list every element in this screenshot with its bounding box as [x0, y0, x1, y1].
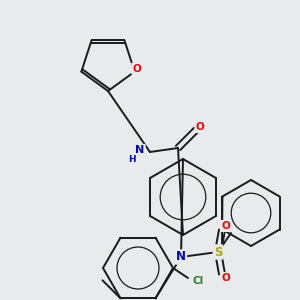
Text: O: O: [132, 64, 141, 74]
Text: S: S: [214, 245, 222, 259]
Text: O: O: [196, 122, 204, 132]
Text: O: O: [222, 221, 230, 231]
Text: N: N: [135, 145, 145, 155]
Text: N: N: [176, 250, 186, 263]
Text: O: O: [222, 273, 230, 283]
Text: Cl: Cl: [192, 276, 204, 286]
Text: H: H: [128, 154, 136, 164]
